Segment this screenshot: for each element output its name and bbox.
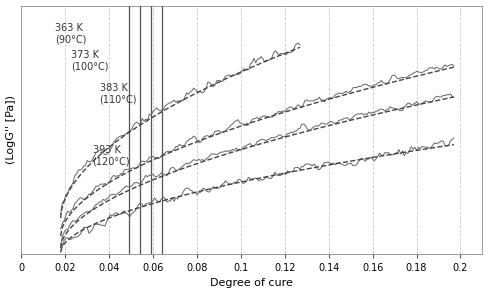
Text: 393 K
(120°C): 393 K (120°C) — [93, 145, 130, 166]
X-axis label: Degree of cure: Degree of cure — [210, 278, 293, 288]
Text: 373 K
(100°C): 373 K (100°C) — [71, 50, 108, 72]
Text: 363 K
(90°C): 363 K (90°C) — [55, 23, 86, 44]
Text: 383 K
(110°C): 383 K (110°C) — [100, 83, 137, 104]
Y-axis label: (LogG'' [Pa]): (LogG'' [Pa]) — [5, 95, 16, 164]
